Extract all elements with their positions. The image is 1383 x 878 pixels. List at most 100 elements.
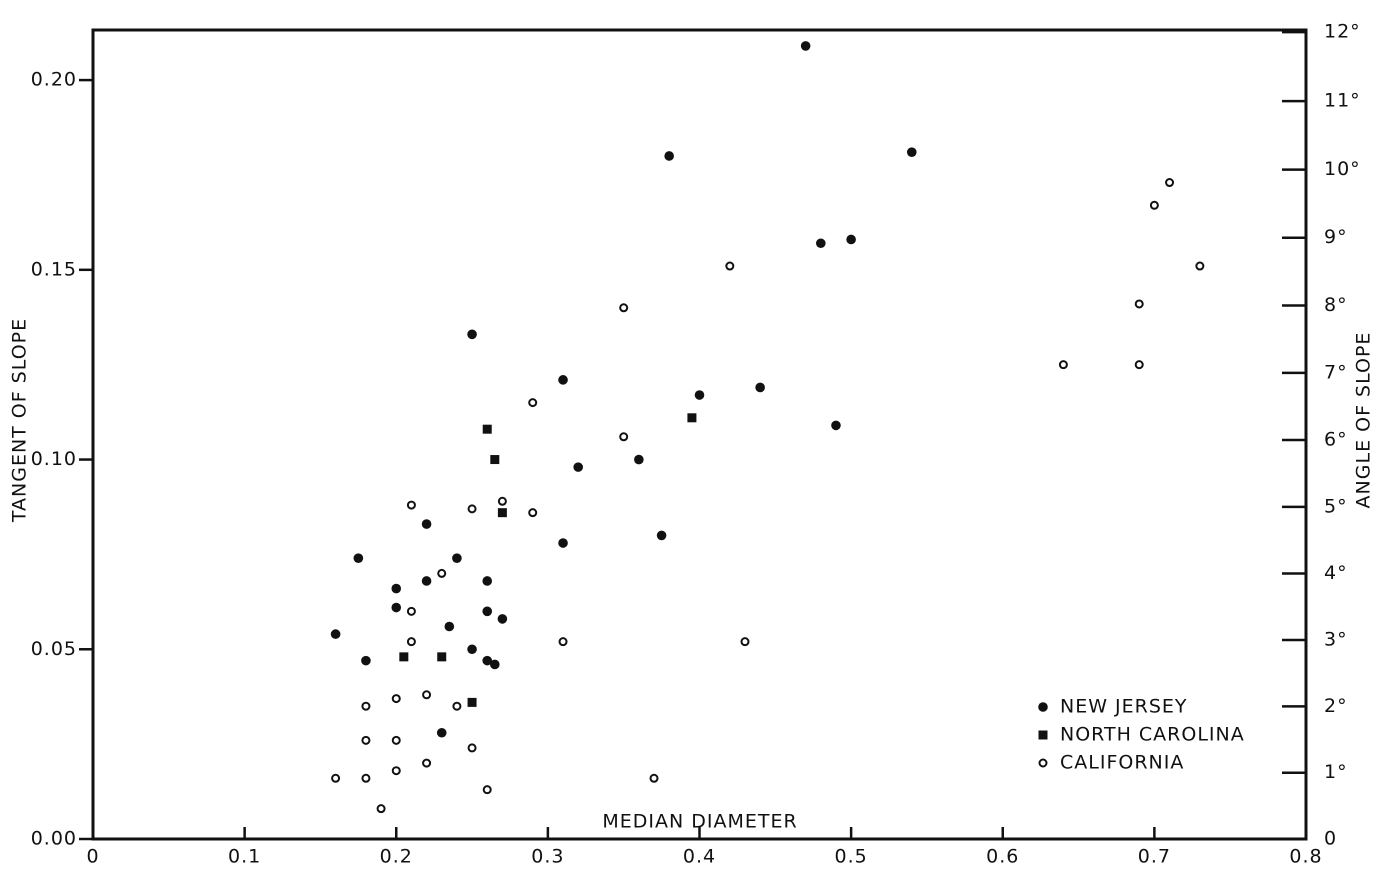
point (816, 238, 826, 249)
point (634, 454, 644, 465)
point (619, 432, 629, 442)
point (436, 727, 447, 738)
point (391, 602, 402, 613)
y2-tick-label: 2° (1324, 695, 1348, 717)
y2-tick-label: 12° (1324, 21, 1361, 43)
point (528, 398, 538, 408)
legend-label: NORTH CAROLINA (1060, 724, 1245, 746)
point (482, 424, 492, 434)
point (467, 504, 477, 514)
point (846, 234, 856, 245)
y-tick-label: 0.10 (31, 448, 77, 470)
point (391, 766, 401, 776)
y2-tick-label: 9° (1324, 226, 1348, 248)
plot-frame (91, 28, 1308, 841)
y2-tick-label: 4° (1324, 562, 1348, 584)
point (353, 553, 364, 564)
y-tick-label: 0.20 (31, 69, 77, 91)
point (391, 735, 401, 745)
point (467, 697, 477, 707)
point (330, 629, 341, 639)
point (1058, 360, 1068, 370)
x-tick-label: 0.1 (228, 846, 261, 868)
x-tick-label: 0.3 (531, 846, 564, 868)
legend-marker (1038, 730, 1048, 740)
x-axis-label: MEDIAN DIAMETER (602, 811, 797, 833)
x-tick-label: 0 (86, 846, 99, 868)
point (482, 655, 493, 666)
point (467, 329, 477, 340)
point (444, 621, 455, 632)
point (361, 701, 371, 711)
point (1149, 200, 1159, 210)
point (558, 375, 568, 385)
point (725, 261, 735, 271)
y2-tick-label: 3° (1324, 629, 1348, 651)
y-axis-label: TANGENT OF SLOPE (9, 318, 31, 523)
y2-tick-label: 5° (1324, 495, 1348, 517)
x-tick-label: 0.5 (835, 846, 868, 868)
point (490, 455, 500, 465)
point (467, 743, 477, 753)
point (361, 773, 371, 783)
point (558, 637, 568, 647)
point (1195, 261, 1205, 271)
y2-tick-label: 8° (1324, 294, 1348, 316)
x-tick-label: 0.6 (986, 846, 1019, 868)
point (391, 694, 401, 704)
x-tick-label: 0.2 (380, 846, 413, 868)
point (406, 500, 416, 510)
point (437, 568, 447, 578)
y-tick-label: 0.00 (31, 828, 77, 850)
point (406, 637, 416, 647)
point (422, 690, 432, 700)
point (376, 804, 386, 814)
y2-tick-label: 11° (1324, 90, 1361, 112)
point (497, 496, 507, 506)
point (906, 147, 917, 157)
point (558, 538, 568, 548)
point (331, 773, 341, 783)
y2-tick-label: 6° (1324, 428, 1348, 450)
point (452, 553, 462, 564)
point (800, 41, 811, 51)
point (421, 519, 432, 529)
point (497, 614, 508, 624)
x-tick-label: 0.8 (1289, 846, 1322, 868)
legend-label: NEW JERSEY (1060, 696, 1188, 718)
point (399, 652, 409, 662)
legend-marker (1038, 702, 1048, 712)
x-tick-label: 0.7 (1138, 846, 1171, 868)
point (573, 462, 583, 472)
y2-axis-label: ANGLE OF SLOPE (1353, 332, 1375, 509)
legend-marker (1038, 758, 1048, 768)
point (391, 583, 402, 594)
point (1134, 299, 1144, 309)
point (1165, 178, 1175, 188)
point (421, 576, 432, 586)
point (452, 701, 462, 711)
x-tick-label: 0.4 (683, 846, 716, 868)
point (664, 151, 674, 161)
point (482, 785, 492, 795)
y2-tick-label: 0 (1324, 828, 1337, 850)
y-tick-label: 0.15 (31, 258, 77, 280)
point (482, 606, 493, 617)
y-tick-label: 0.05 (31, 638, 77, 660)
y2-tick-label: 1° (1324, 761, 1348, 783)
legend-label: CALIFORNIA (1060, 752, 1184, 774)
point (497, 508, 507, 518)
point (361, 655, 371, 666)
point (528, 508, 538, 518)
point (619, 303, 629, 313)
y2-tick-label: 7° (1324, 361, 1348, 383)
point (1134, 360, 1144, 370)
point (687, 413, 697, 423)
point (467, 644, 477, 655)
y2-tick-label: 10° (1324, 158, 1361, 180)
point (755, 382, 765, 393)
point (361, 735, 371, 745)
point (422, 758, 432, 768)
point (656, 530, 667, 541)
